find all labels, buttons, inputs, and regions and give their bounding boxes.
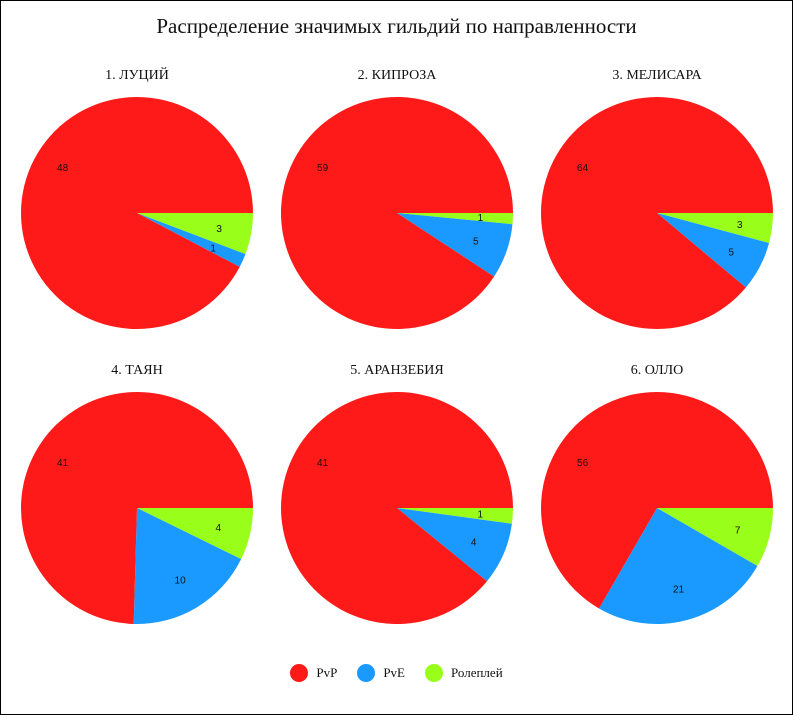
pie-4: 4. ТАЯН 4 10 41 <box>21 363 254 624</box>
pie-title: 5. АРАНЗЕБИЯ <box>350 363 443 378</box>
slice-label-roleplay: 1 <box>478 510 484 521</box>
slice-label-pvp: 48 <box>57 163 69 174</box>
legend-swatch-pve <box>357 664 376 682</box>
pie-6: 6. ОЛЛО 7 21 56 <box>541 363 773 625</box>
legend-item-roleplay: Ролеплей <box>424 664 503 682</box>
slice-roleplay <box>397 213 513 225</box>
slice-pvp <box>281 96 513 329</box>
slice-pve <box>137 213 246 267</box>
slice-roleplay <box>657 213 774 244</box>
pie-title: 2. КИПРОЗА <box>358 68 438 83</box>
slice-label-pvp: 41 <box>317 458 329 469</box>
slice-label-roleplay: 1 <box>478 213 484 224</box>
slice-label-pve: 1 <box>210 243 216 254</box>
legend-swatch-pvp <box>290 664 309 682</box>
pie-title: 6. ОЛЛО <box>631 363 684 378</box>
pie-2: 2. КИПРОЗА 1 5 59 <box>281 68 513 329</box>
slice-roleplay <box>397 508 513 524</box>
slice-pvp <box>541 392 773 609</box>
legend: PvP PvE Ролеплей <box>0 664 793 682</box>
slice-pvp <box>21 96 253 329</box>
slice-roleplay <box>137 508 254 560</box>
slice-label-pve: 5 <box>728 248 734 259</box>
legend-label-roleplay: Ролеплей <box>450 665 503 680</box>
pie-5: 5. АРАНЗЕБИЯ 1 4 41 <box>281 363 513 625</box>
pie-title: 4. ТАЯН <box>111 363 162 378</box>
slice-label-pve: 10 <box>175 576 187 587</box>
slice-pve <box>397 508 512 582</box>
slice-pve <box>599 508 758 625</box>
pie-title: 1. ЛУЦИЙ <box>105 66 169 83</box>
slice-pve <box>133 508 242 624</box>
slice-label-roleplay: 4 <box>216 523 222 534</box>
slice-roleplay <box>137 213 253 255</box>
slice-pve <box>397 213 513 277</box>
slice-label-pve: 21 <box>673 585 685 596</box>
slice-pvp <box>21 391 253 624</box>
slice-label-pvp: 41 <box>57 458 69 469</box>
slice-label-pvp: 56 <box>577 458 589 469</box>
slice-roleplay <box>657 508 773 566</box>
pie-title: 3. МЕЛИСАРА <box>612 68 702 83</box>
slice-pvp <box>541 96 773 329</box>
pie-1: 1. ЛУЦИЙ 31 48 <box>21 66 253 329</box>
legend-label-pve: PvE <box>383 665 405 680</box>
legend-item-pvp: PvP <box>290 664 337 682</box>
slice-label-roleplay: 3 <box>737 220 743 231</box>
legend-label-pvp: PvP <box>316 665 338 680</box>
slice-pve <box>657 213 770 288</box>
legend-item-pve: PvE <box>357 664 405 682</box>
slice-label-pvp: 59 <box>317 163 329 174</box>
slice-label-roleplay: 7 <box>735 526 741 537</box>
chart-title: Распределение значимых гильдий по направ… <box>156 14 637 38</box>
slice-label-pve: 4 <box>471 537 477 548</box>
slice-pvp <box>281 392 513 625</box>
pie-3: 3. МЕЛИСАРА 3 5 64 <box>541 68 774 329</box>
slice-label-roleplay: 3 <box>216 224 222 235</box>
legend-swatch-roleplay <box>424 664 443 682</box>
slice-label-pve: 5 <box>473 237 479 248</box>
slice-label-pvp: 64 <box>577 163 589 174</box>
